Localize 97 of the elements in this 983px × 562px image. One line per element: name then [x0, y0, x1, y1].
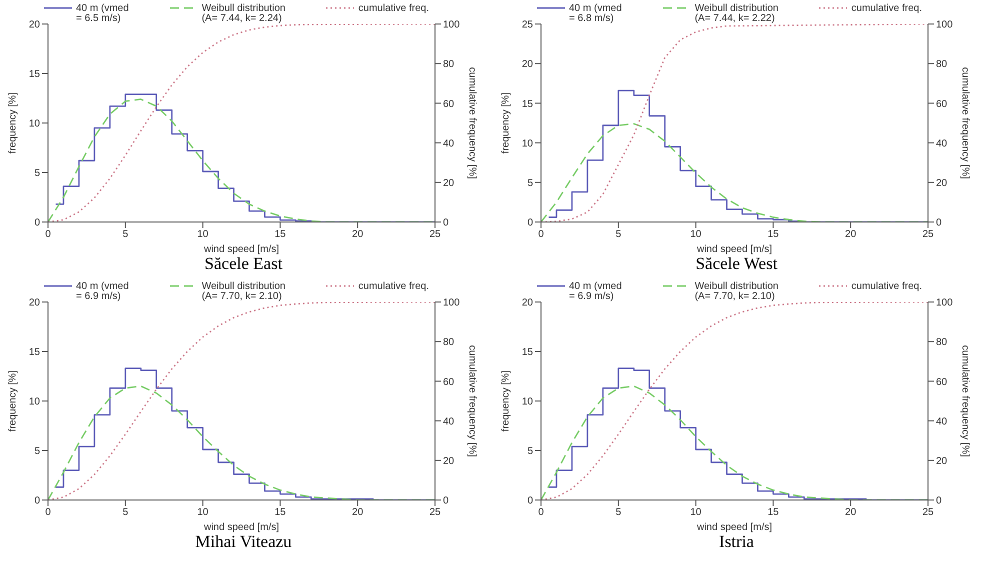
x-tick-label: 25 — [922, 507, 934, 518]
x-axis-title: wind speed [m/s] — [696, 244, 772, 255]
y-axis-title: frequency [%] — [500, 92, 512, 154]
x-tick-label: 25 — [429, 229, 441, 240]
x-tick-label: 15 — [274, 229, 286, 240]
x-tick-label: 20 — [845, 507, 857, 518]
legend-label: 40 m (vmed = 6.9 m/s) — [569, 281, 622, 302]
legend-label: Weibull distribution (A= 7.44, k= 2.22) — [694, 3, 778, 24]
y-tick-label: 20 — [28, 20, 40, 31]
y2-tick-label: 40 — [443, 138, 455, 150]
y-tick-label: 0 — [34, 218, 40, 229]
y2-tick-label: 0 — [443, 218, 449, 229]
y-tick-label: 5 — [34, 168, 40, 180]
legend-label: Weibull distribution (A= 7.70, k= 2.10) — [202, 281, 286, 302]
x-tick-label: 15 — [768, 507, 780, 518]
y2-axis-title: cumulative frequency [%] — [466, 345, 478, 458]
y2-tick-label: 20 — [936, 178, 948, 189]
y2-axis-title: cumulative frequency [%] — [466, 67, 478, 180]
x-axis-title: wind speed [m/s] — [202, 244, 280, 255]
legend-label: 40 m (vmed = 6.9 m/s) — [76, 281, 129, 302]
y-tick-label: 0 — [527, 496, 534, 507]
y-tick-label: 10 — [28, 396, 40, 408]
y-tick-label: 15 — [28, 69, 40, 80]
y2-tick-label: 80 — [936, 59, 948, 70]
y2-tick-label: 40 — [936, 416, 948, 428]
y2-tick-label: 80 — [936, 337, 948, 348]
legend-label: Weibull distribution (A= 7.44, k= 2.24) — [202, 3, 286, 24]
y2-tick-label: 0 — [443, 496, 449, 507]
legend-label: Weibull distribution (A= 7.70, k= 2.10) — [694, 281, 778, 302]
x-tick-label: 5 — [616, 507, 622, 518]
y2-tick-label: 100 — [443, 298, 460, 309]
x-tick-label: 20 — [352, 229, 364, 240]
y2-axis-title: cumulative frequency [%] — [959, 67, 970, 180]
x-axis-title: wind speed [m/s] — [202, 522, 280, 533]
y-tick-label: 5 — [34, 446, 40, 458]
y-axis-title: frequency [%] — [8, 92, 19, 154]
y-tick-label: 15 — [28, 347, 40, 358]
y-tick-label: 20 — [522, 298, 534, 309]
y2-tick-label: 100 — [936, 20, 954, 31]
y2-tick-label: 60 — [936, 376, 948, 388]
text: Istria — [718, 532, 754, 552]
y2-tick-label: 40 — [936, 138, 948, 150]
y2-tick-label: 100 — [936, 298, 954, 309]
x-tick-label: 25 — [429, 507, 441, 518]
x-tick-label: 5 — [122, 507, 129, 518]
y-tick-label: 10 — [28, 118, 40, 130]
y2-tick-label: 20 — [443, 456, 455, 467]
x-tick-label: 0 — [538, 229, 544, 240]
y-tick-label: 15 — [522, 347, 534, 358]
x-tick-label: 25 — [922, 229, 934, 240]
y-tick-label: 20 — [522, 59, 534, 70]
y-tick-label: 20 — [28, 298, 40, 309]
text: Mihai Viteazu — [194, 532, 293, 552]
y-tick-label: 10 — [522, 138, 534, 150]
y2-tick-label: 80 — [443, 59, 455, 70]
y2-tick-label: 60 — [936, 98, 948, 110]
x-tick-label: 0 — [45, 229, 52, 240]
x-tick-label: 20 — [352, 507, 364, 518]
y-tick-label: 25 — [522, 20, 534, 31]
y2-tick-label: 60 — [443, 98, 455, 110]
y-tick-label: 10 — [522, 396, 534, 408]
legend-label: 40 m (vmed = 6.5 m/s) — [76, 3, 129, 24]
x-tick-label: 15 — [768, 229, 780, 240]
x-tick-label: 15 — [274, 507, 286, 518]
y2-tick-label: 60 — [443, 376, 455, 388]
legend-label: cumulative freq. — [358, 3, 429, 14]
y-tick-label: 0 — [34, 496, 40, 507]
legend-label: cumulative freq. — [358, 281, 429, 292]
x-tick-label: 20 — [845, 229, 857, 240]
y-tick-label: 15 — [522, 98, 534, 110]
y2-axis-title: cumulative frequency [%] — [959, 345, 970, 458]
y-tick-label: 0 — [527, 218, 534, 229]
y2-tick-label: 80 — [443, 337, 455, 348]
x-tick-label: 10 — [690, 507, 702, 518]
x-tick-label: 5 — [122, 229, 129, 240]
legend-label: 40 m (vmed = 6.8 m/s) — [569, 3, 622, 24]
x-axis-title: wind speed [m/s] — [696, 522, 772, 533]
text: Săcele East — [204, 254, 284, 274]
x-tick-label: 10 — [197, 507, 209, 518]
x-tick-label: 0 — [45, 507, 52, 518]
y-axis-title: frequency [%] — [8, 370, 19, 432]
x-tick-label: 10 — [197, 229, 209, 240]
y2-tick-label: 40 — [443, 416, 455, 428]
y2-tick-label: 100 — [443, 20, 460, 31]
x-tick-label: 10 — [690, 229, 702, 240]
y-tick-label: 5 — [527, 178, 534, 189]
legend-label: cumulative freq. — [851, 281, 922, 292]
y2-tick-label: 0 — [936, 496, 942, 507]
y-tick-label: 5 — [527, 446, 534, 458]
y2-tick-label: 0 — [936, 218, 942, 229]
x-tick-label: 0 — [538, 507, 544, 518]
text: Săcele West — [694, 254, 778, 274]
y2-tick-label: 20 — [936, 456, 948, 467]
x-tick-label: 5 — [616, 229, 622, 240]
legend-label: cumulative freq. — [851, 3, 922, 14]
y-axis-title: frequency [%] — [500, 370, 512, 432]
y2-tick-label: 20 — [443, 178, 455, 189]
